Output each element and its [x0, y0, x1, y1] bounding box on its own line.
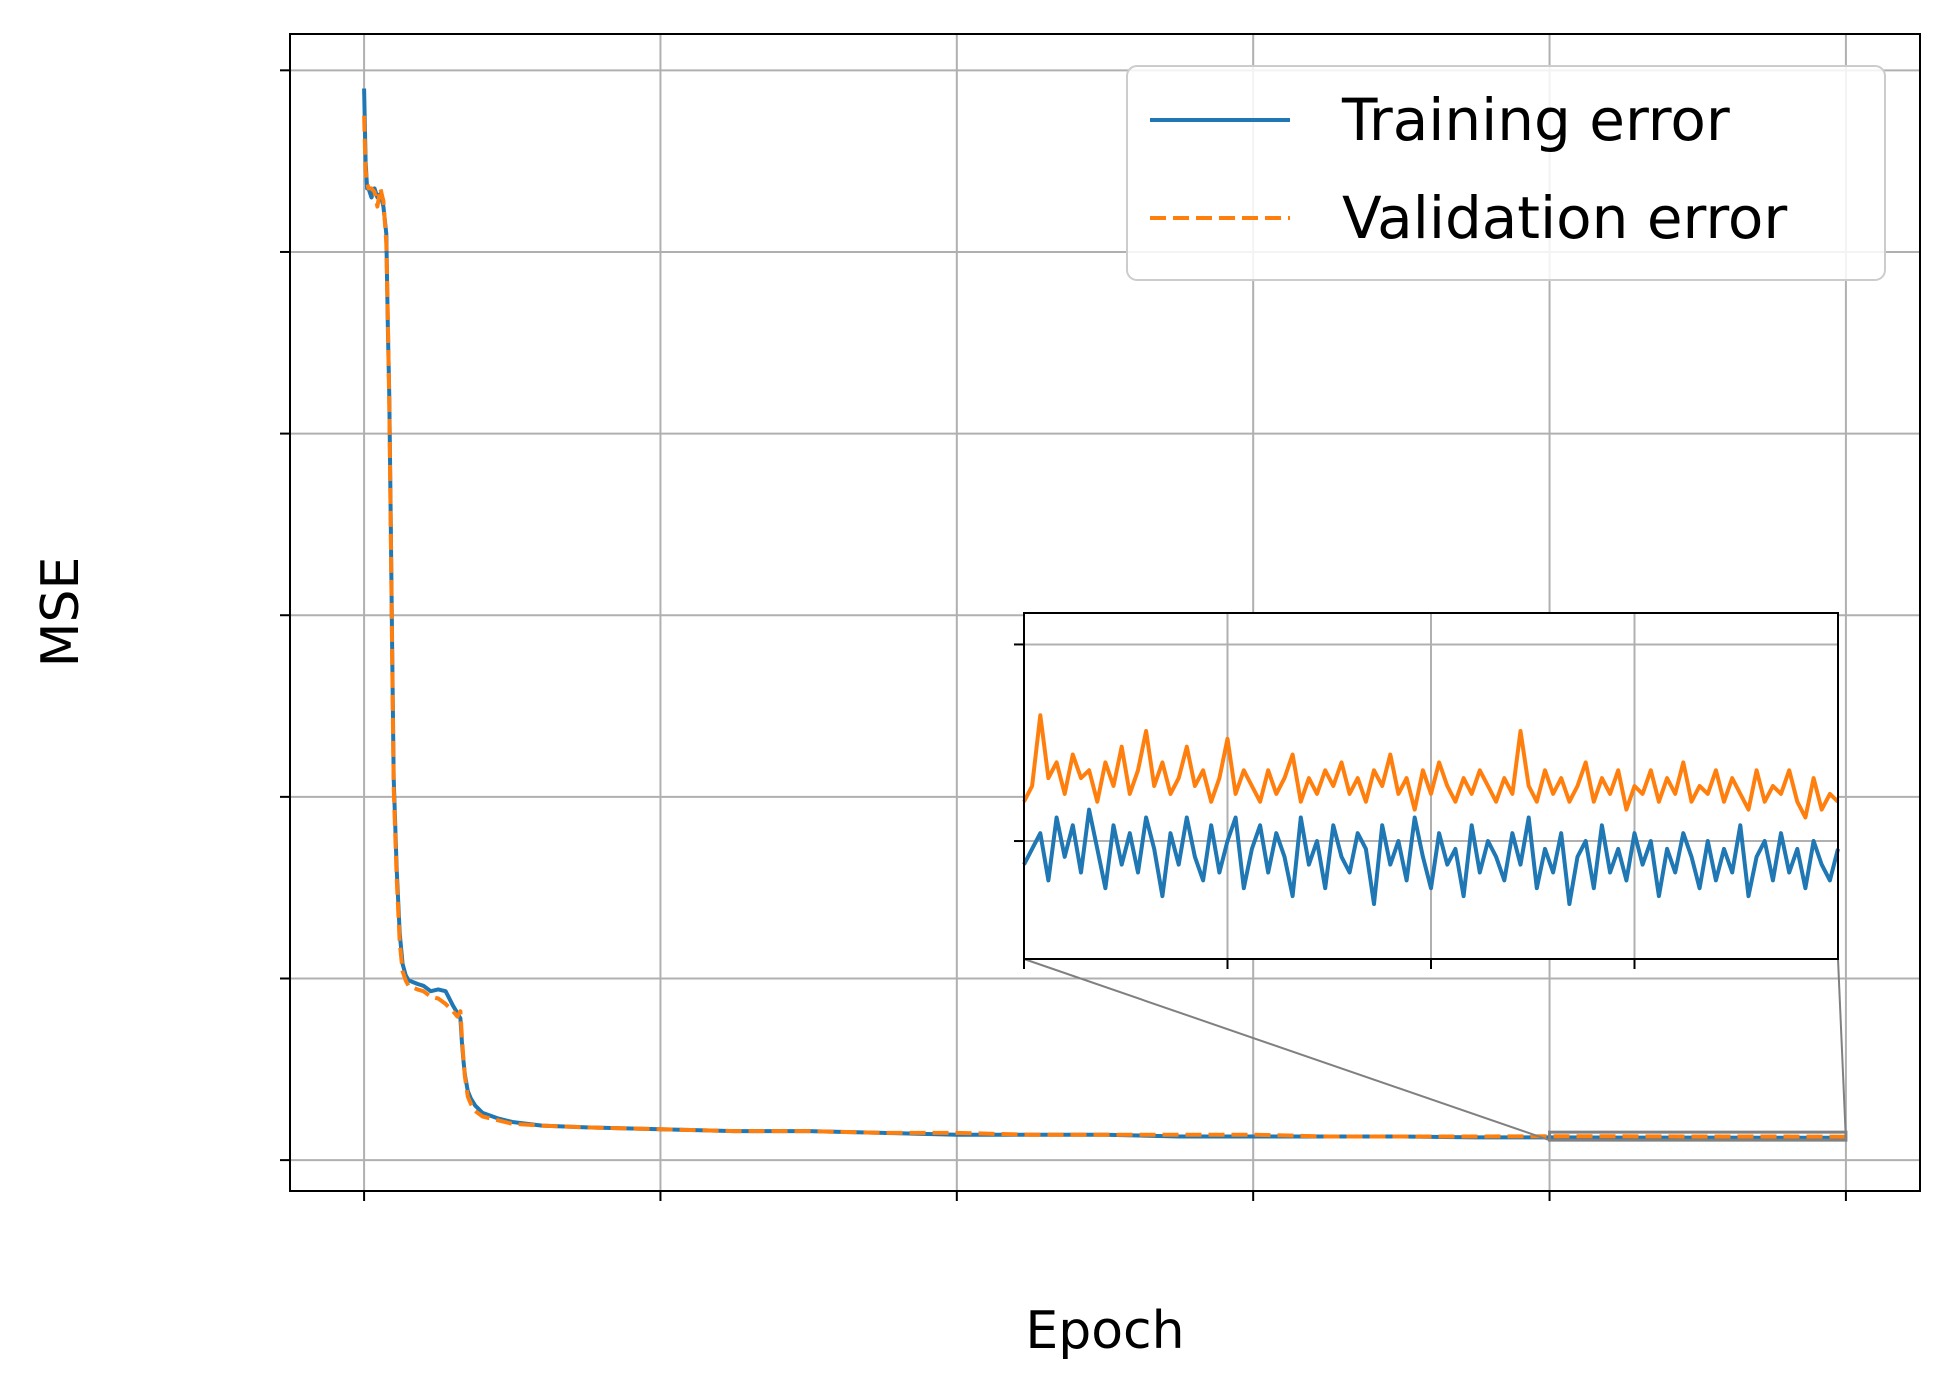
inset-axis-ticks [1014, 643, 1636, 969]
legend-box [1126, 65, 1886, 281]
inset-zoom-indicator [1023, 958, 1848, 1142]
legend-training-label: Training error [1341, 86, 1730, 154]
validation-error-line [362, 115, 1846, 1139]
inset-grid [1023, 613, 1838, 959]
legend-validation-label: Validation error [1342, 184, 1787, 252]
inset-plot-lines [1022, 713, 1840, 906]
inset-chart [1014, 612, 1840, 969]
inset-training-error-line [1022, 807, 1840, 906]
main-axes-frame [289, 33, 1921, 1192]
x-axis-label: Epoch [1025, 1301, 1184, 1361]
zoom-connector-right [1837, 958, 1847, 1141]
inset-validation-error-line [1022, 713, 1840, 820]
legend: Training error Validation error [1126, 65, 1886, 281]
y-axis-label: MSE [31, 557, 91, 668]
zoom-connector-left [1023, 958, 1550, 1142]
main-plot-lines [362, 88, 1846, 1140]
main-axis-ticks [280, 69, 1847, 1201]
